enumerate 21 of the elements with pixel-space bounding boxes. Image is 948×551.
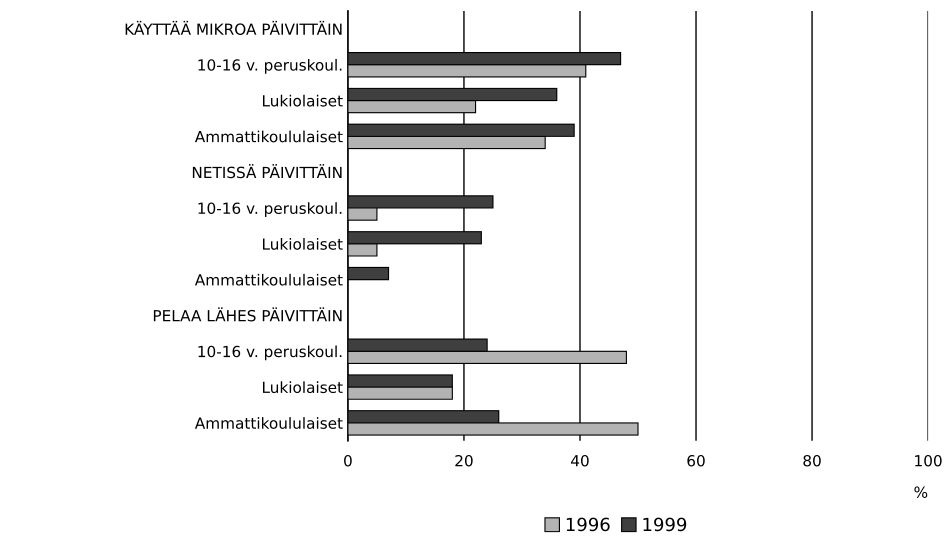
y-tick-label: Lukiolaiset [262,94,343,107]
x-tick-label: 20 [455,454,473,467]
y-tick-label: 10-16 v. peruskoul. [198,345,342,360]
y-tick-label: Ammattikoululaiset [194,417,343,429]
x-tick-label: 100 [915,454,942,467]
legend-label: 1996 [566,518,610,532]
x-tick-label: 60 [687,454,705,467]
y-tick-label: Lukiolaiset [262,238,343,250]
y-tick-label: Ammattikoululaiset [194,130,343,142]
y-tick-label: 10-16 v. peruskoul. [198,58,342,74]
y-tick-label: Lukiolaiset [262,381,343,394]
y-tick-label: PELAA LÄHES PÄIVITTÄIN [154,307,342,322]
y-tick-label: 10-16 v. peruskoul. [198,202,342,217]
x-tick-label: 80 [803,454,821,467]
x-axis-title: % [914,486,928,498]
y-tick-label: Ammattikoululaiset [194,274,343,286]
legend-label: 1999 [643,518,686,532]
y-tick-label: KÄYTTÄÄ MIKROA PÄIVITTÄIN [126,20,342,35]
x-tick-label: 40 [571,454,589,467]
y-tick-label: NETISSÄ PÄIVITTÄIN [192,164,342,178]
x-tick-label: 0 [344,454,352,467]
